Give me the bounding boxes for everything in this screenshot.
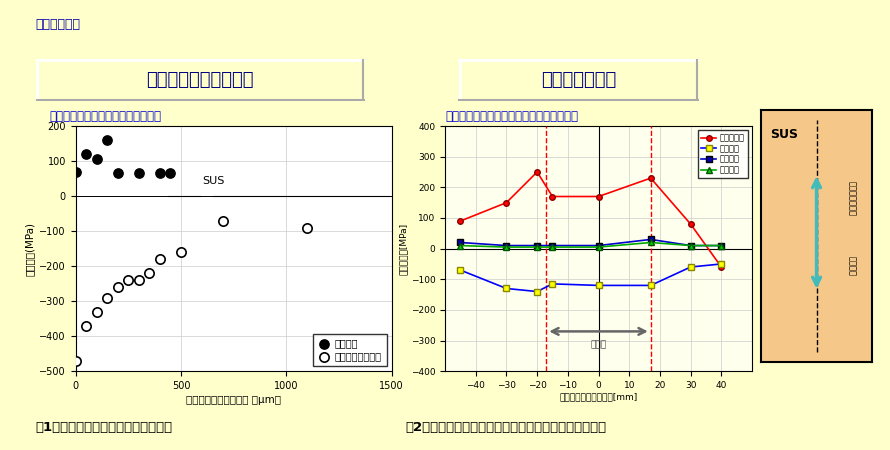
- 熱処理２: [716, 243, 726, 248]
- ピーニング施工部: [90, 308, 104, 315]
- 熱処理なし: [645, 176, 656, 181]
- 熱処理１: [547, 281, 558, 287]
- 熱処理なし: [716, 264, 726, 270]
- Line: 熱処理３: 熱処理３: [457, 240, 724, 250]
- Text: （ピーニングの圧縮応力層を評価）: （ピーニングの圧縮応力層を評価）: [49, 110, 161, 123]
- 熱処理なし: [532, 169, 543, 175]
- 熱処理１: [455, 267, 465, 273]
- Text: 溶接線平行方向: 溶接線平行方向: [847, 181, 857, 216]
- ピーニング施工部: [300, 224, 314, 231]
- Y-axis label: 残留応力　[MPa]: 残留応力 [MPa]: [399, 223, 408, 274]
- 熱処理なし: [685, 221, 696, 227]
- 熱処理２: [547, 243, 558, 248]
- Legend: 熱処理なし, 熱処理１, 熱処理２, 熱処理３: 熱処理なし, 熱処理１, 熱処理２, 熱処理３: [698, 130, 748, 178]
- 未施工部: [90, 156, 104, 163]
- 熱処理２: [645, 237, 656, 242]
- 熱処理３: [532, 244, 543, 250]
- X-axis label: 試験片表面からの深さ （μm）: 試験片表面からの深さ （μm）: [186, 395, 281, 405]
- 熱処理２: [532, 243, 543, 248]
- Text: ピーニングの効果確認: ピーニングの効果確認: [147, 71, 254, 89]
- 未施工部: [153, 170, 167, 177]
- ピーニング施工部: [216, 217, 231, 224]
- Text: （熱処理による残留応力低減効果を評価）: （熱処理による残留応力低減効果を評価）: [445, 110, 578, 123]
- 熱処理３: [685, 243, 696, 248]
- 熱処理１: [532, 289, 543, 294]
- ピーニング施工部: [101, 294, 114, 302]
- 熱処理なし: [501, 200, 512, 205]
- 熱処理２: [455, 240, 465, 245]
- Text: SUS: SUS: [770, 128, 797, 141]
- ピーニング施工部: [79, 322, 93, 329]
- X-axis label: 溶接中心からの距離　[mm]: 溶接中心からの距離 [mm]: [560, 393, 637, 402]
- 熱処理３: [593, 244, 603, 250]
- 熱処理２: [593, 243, 603, 248]
- Line: 熱処理１: 熱処理１: [457, 261, 724, 295]
- 未施工部: [79, 150, 93, 158]
- Text: ［測定事例］: ［測定事例］: [36, 18, 81, 31]
- Legend: 未施工部, ピーニング施工部: 未施工部, ピーニング施工部: [313, 334, 387, 366]
- 熱処理３: [547, 244, 558, 250]
- Text: 溶接部: 溶接部: [590, 341, 607, 350]
- 熱処理なし: [593, 194, 603, 199]
- 熱処理なし: [547, 194, 558, 199]
- 熱処理３: [501, 244, 512, 250]
- ピーニング施工部: [121, 277, 135, 284]
- 熱処理２: [501, 243, 512, 248]
- 熱処理２: [685, 243, 696, 248]
- Text: 図1　深さ方向残留応力分布測定結果: 図1 深さ方向残留応力分布測定結果: [36, 421, 173, 434]
- 熱処理１: [685, 264, 696, 270]
- 熱処理３: [645, 240, 656, 245]
- ピーニング施工部: [110, 284, 125, 291]
- ピーニング施工部: [69, 357, 83, 364]
- 熱処理なし: [455, 218, 465, 224]
- Text: 熱処理効果確認: 熱処理効果確認: [541, 71, 616, 89]
- ピーニング施工部: [174, 248, 188, 256]
- ピーニング施工部: [132, 277, 146, 284]
- Text: 図2　溶接試験体の熱処理有無による残留応力比較結果: 図2 溶接試験体の熱処理有無による残留応力比較結果: [405, 421, 606, 434]
- 未施工部: [132, 170, 146, 177]
- 熱処理１: [593, 283, 603, 288]
- 未施工部: [101, 136, 114, 144]
- Y-axis label: 残留応力(MPa): 残留応力(MPa): [25, 222, 35, 275]
- 未施工部: [110, 170, 125, 177]
- 熱処理１: [645, 283, 656, 288]
- Line: 熱処理なし: 熱処理なし: [457, 169, 724, 270]
- 熱処理３: [455, 243, 465, 248]
- ピーニング施工部: [153, 256, 167, 263]
- Line: 熱処理２: 熱処理２: [457, 236, 724, 249]
- 熱処理１: [501, 286, 512, 291]
- 熱処理１: [716, 261, 726, 267]
- 熱処理３: [716, 243, 726, 248]
- 未施工部: [69, 168, 83, 175]
- Text: SUS: SUS: [202, 176, 224, 186]
- Text: 残留応力: 残留応力: [847, 256, 857, 276]
- 未施工部: [164, 170, 178, 177]
- ピーニング施工部: [142, 270, 157, 277]
